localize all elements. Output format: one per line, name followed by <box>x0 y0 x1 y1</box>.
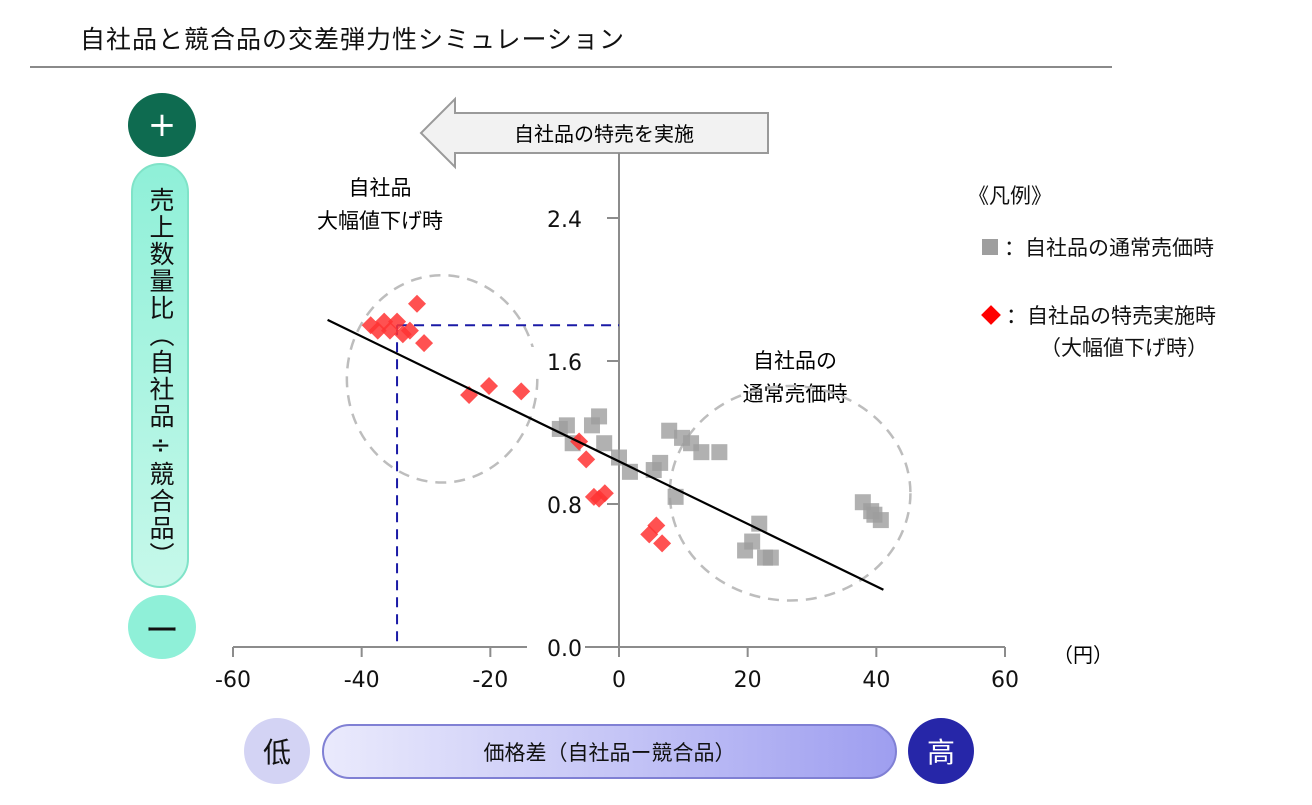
data-point-regular <box>611 449 627 466</box>
data-point-sale <box>380 321 399 340</box>
data-point-regular <box>737 542 754 559</box>
data-point-sale <box>653 534 672 553</box>
arrow-label: 自社品の特売を実施 <box>514 122 694 146</box>
data-point-regular <box>558 417 575 434</box>
data-point-sale <box>647 516 666 535</box>
data-point-regular <box>667 488 684 505</box>
cluster-left-line1: 自社品 <box>349 176 412 200</box>
x-tick-label: -40 <box>344 668 380 693</box>
data-point-sale <box>415 334 434 353</box>
data-point-regular <box>762 549 779 566</box>
x-unit-label: （円） <box>1053 643 1113 667</box>
plus-icon: + <box>128 93 196 157</box>
legend-sublabel-sale: （大幅値下げ時） <box>1040 336 1208 360</box>
highlight-ellipse-1 <box>668 384 912 602</box>
y-tick-label-bg <box>527 347 585 375</box>
legend: 《凡例》 ：自社品の通常売価時 ：自社品の特売実施時 （大幅値下げ時） <box>968 180 1216 362</box>
cluster-right-line1: 自社品の <box>753 349 837 373</box>
legend-item-sale: ：自社品の特売実施時 <box>968 300 1216 330</box>
x-tick-label: 60 <box>991 668 1019 693</box>
x-tick-label: -60 <box>215 668 251 693</box>
minus-icon: ー <box>128 595 196 659</box>
data-point-regular <box>661 422 678 439</box>
trend-line <box>327 318 884 591</box>
data-point-sale <box>595 484 614 503</box>
y-tick-label: 2.4 <box>547 208 582 233</box>
data-point-regular <box>711 444 728 461</box>
y-tick-label: 1.6 <box>547 351 582 376</box>
legend-header: 《凡例》 <box>968 184 1052 208</box>
data-point-sale <box>368 321 387 340</box>
data-point-regular <box>866 506 883 523</box>
data-point-regular <box>652 454 669 471</box>
gray-square-icon <box>982 239 998 255</box>
cluster-left-line2: 大幅値下げ時 <box>317 209 443 233</box>
low-badge: 低 <box>244 718 310 784</box>
legend-item-regular: ：自社品の通常売価時 <box>968 232 1216 262</box>
y-tick-label: 0.0 <box>547 637 582 662</box>
x-tick-label: 0 <box>612 668 626 693</box>
x-tick-label: 20 <box>734 668 762 693</box>
data-point-sale <box>480 377 499 396</box>
legend-label-sale: ：自社品の特売実施時 <box>1006 304 1216 328</box>
title-divider <box>30 66 1112 68</box>
y-tick-label-bg <box>527 633 585 661</box>
data-point-sale <box>407 294 426 313</box>
x-tick-label: -20 <box>472 668 508 693</box>
plot-layer: -60 -40 -20 0 20 40 60 0.0 0.8 1.6 2.4 <box>215 153 1019 693</box>
sale-arrow: 自社品の特売を実施 <box>419 96 769 170</box>
data-point-regular <box>591 408 608 425</box>
y-tick-label: 0.8 <box>547 494 582 519</box>
x-axis-label-box: 価格差（自社品ー競合品） <box>322 724 897 779</box>
y-tick-label-bg <box>527 204 585 232</box>
data-point-sale <box>400 321 419 340</box>
y-tick-label-bg <box>527 490 585 518</box>
data-point-regular <box>596 435 613 452</box>
x-tick-label: 40 <box>862 668 890 693</box>
high-badge: 高 <box>908 718 974 784</box>
highlight-ellipse-0 <box>345 273 539 484</box>
data-point-sale <box>512 382 531 401</box>
left-arrow-icon <box>419 96 769 170</box>
y-axis-label-box: 売上数量比（自社品÷競合品） <box>131 163 189 588</box>
page-title: 自社品と競合品の交差弾力性シミュレーション <box>80 25 626 54</box>
legend-label-regular: ：自社品の通常売価時 <box>1004 236 1214 260</box>
y-axis-label: 売上数量比（自社品÷競合品） <box>146 187 175 569</box>
data-point-sale <box>577 450 596 469</box>
x-axis-label: 価格差（自社品ー競合品） <box>483 740 736 765</box>
data-point-regular <box>693 444 710 461</box>
